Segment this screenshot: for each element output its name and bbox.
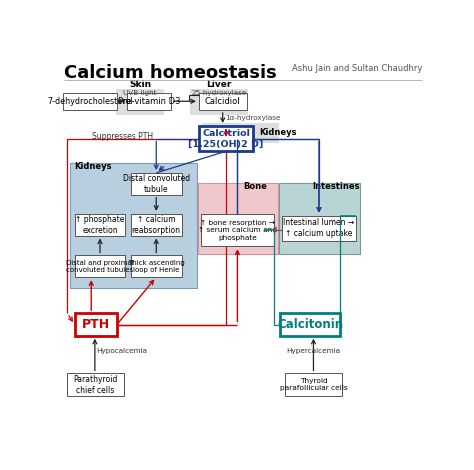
Text: Kidneys: Kidneys (259, 128, 297, 137)
Text: Intestines: Intestines (313, 182, 360, 191)
Text: Distal and proximal
convoluted tubules: Distal and proximal convoluted tubules (66, 259, 134, 273)
Text: Pre-vitamin D3: Pre-vitamin D3 (118, 97, 180, 106)
Text: Thick ascending
loop of Henle: Thick ascending loop of Henle (128, 259, 184, 273)
Bar (280, 313, 340, 336)
Text: PTH: PTH (82, 318, 110, 331)
Bar (66, 374, 124, 396)
Text: Hypocalcemia: Hypocalcemia (96, 348, 147, 354)
Text: Liver: Liver (206, 80, 232, 89)
Bar (63, 93, 117, 110)
Bar (75, 256, 125, 277)
Text: ↑ calcium
reabsorption: ↑ calcium reabsorption (132, 215, 181, 235)
Text: 7-dehydrocholesterol: 7-dehydrocholesterol (47, 97, 133, 106)
Text: Ashu Jain and Sultan Chaudhry: Ashu Jain and Sultan Chaudhry (292, 64, 422, 73)
Bar (285, 374, 342, 396)
Bar (116, 89, 164, 115)
Bar (75, 214, 125, 235)
Text: Kidneys: Kidneys (74, 162, 111, 171)
Text: 25-hydroxylase: 25-hydroxylase (191, 90, 247, 96)
Text: Calcitriol
[1,25(OH)2 D]: Calcitriol [1,25(OH)2 D] (188, 128, 264, 149)
Bar (202, 123, 279, 143)
Bar (199, 93, 246, 110)
Bar (131, 214, 182, 235)
Text: 1α-hydroxylase: 1α-hydroxylase (225, 115, 281, 121)
Bar (201, 214, 274, 246)
Text: Thyroid
parafollicular cells: Thyroid parafollicular cells (280, 378, 347, 392)
Text: Parathyroid
chief cells: Parathyroid chief cells (73, 375, 117, 395)
Bar (75, 313, 117, 336)
Bar (190, 89, 248, 115)
Bar (70, 163, 197, 288)
Bar (279, 183, 360, 254)
Text: UVB light: UVB light (123, 90, 157, 96)
Text: Calcitonin: Calcitonin (277, 318, 343, 331)
Text: Skin: Skin (129, 80, 151, 89)
Bar (127, 93, 171, 110)
Text: Calcium homeostasis: Calcium homeostasis (64, 64, 276, 82)
Text: Calcidiol: Calcidiol (205, 97, 240, 106)
Text: Distal convoluted
tubule: Distal convoluted tubule (123, 174, 190, 194)
Bar (199, 126, 253, 151)
Text: ↑ bone resorption →
↑ serum calcium and
phosphate: ↑ bone resorption → ↑ serum calcium and … (198, 219, 277, 241)
Text: ↑ phosphate
excretion: ↑ phosphate excretion (75, 215, 125, 235)
Bar (198, 183, 278, 254)
Text: Hypercalcemia: Hypercalcemia (286, 348, 340, 354)
Bar (131, 173, 182, 195)
Bar (282, 216, 356, 241)
Text: Bone: Bone (244, 182, 267, 191)
Text: Suppresses PTH: Suppresses PTH (92, 132, 154, 141)
Bar (131, 256, 182, 277)
Text: Intestinal lumen →
↑ calcium uptake: Intestinal lumen → ↑ calcium uptake (283, 218, 355, 238)
